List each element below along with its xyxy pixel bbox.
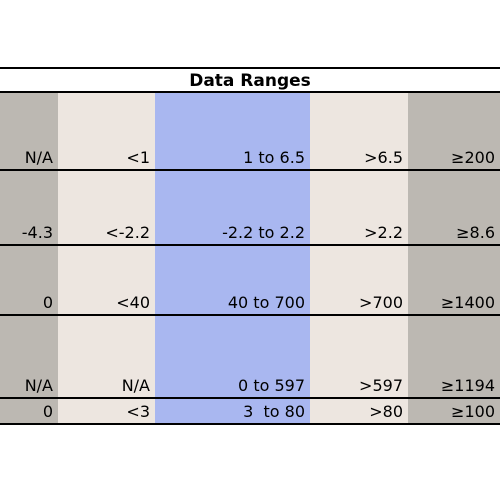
row-border bbox=[0, 314, 500, 316]
table-cell: 0 bbox=[42, 402, 53, 421]
row-border bbox=[0, 423, 500, 425]
table-cell: N/A bbox=[24, 148, 53, 167]
column-band bbox=[408, 93, 500, 424]
column-band bbox=[0, 93, 58, 424]
table-cell: >700 bbox=[359, 293, 403, 312]
table-cell: >80 bbox=[369, 402, 403, 421]
table-cell: ≥1400 bbox=[440, 293, 495, 312]
column-band bbox=[58, 93, 155, 424]
table-title: Data Ranges bbox=[0, 67, 500, 93]
table-cell: <40 bbox=[116, 293, 150, 312]
row-border bbox=[0, 244, 500, 246]
table-cell: <1 bbox=[126, 148, 150, 167]
row-border bbox=[0, 169, 500, 171]
table-cell: 3 to 80 bbox=[243, 402, 305, 421]
table-cell: 40 to 700 bbox=[227, 293, 305, 312]
table-cell: <3 bbox=[126, 402, 150, 421]
row-border bbox=[0, 397, 500, 399]
table-cell: -2.2 to 2.2 bbox=[222, 223, 305, 242]
column-band bbox=[310, 93, 408, 424]
table-cell: >2.2 bbox=[364, 223, 403, 242]
table-cell: -4.3 bbox=[21, 223, 53, 242]
column-band bbox=[155, 93, 310, 424]
table-cell: >6.5 bbox=[364, 148, 403, 167]
table-cell: >597 bbox=[359, 376, 403, 395]
table-cell: N/A bbox=[24, 376, 53, 395]
table-cell: 0 to 597 bbox=[238, 376, 305, 395]
table-cell: 0 bbox=[42, 293, 53, 312]
table-cell: N/A bbox=[121, 376, 150, 395]
table-cell: ≥1194 bbox=[440, 376, 495, 395]
table-cell: <-2.2 bbox=[105, 223, 150, 242]
table-cell: ≥100 bbox=[451, 402, 495, 421]
table-cell: 1 to 6.5 bbox=[243, 148, 305, 167]
table-cell: ≥200 bbox=[451, 148, 495, 167]
table-cell: ≥8.6 bbox=[456, 223, 495, 242]
